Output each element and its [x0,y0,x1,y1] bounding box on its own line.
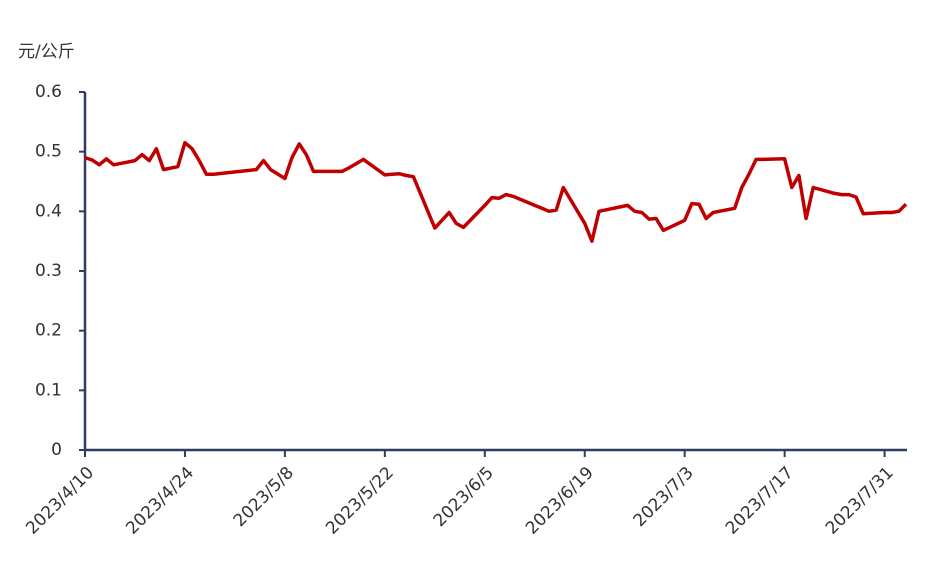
y-tick-label: 0.6 [35,82,62,102]
y-tick-label: 0 [51,440,62,460]
y-tick-label: 0.1 [35,380,62,400]
y-tick-label: 0.3 [35,261,62,281]
y-tick-label: 0.4 [35,201,62,221]
line-series [84,140,908,243]
y-axis-label: 元/公斤 [18,42,75,62]
y-tick-label: 0.2 [35,321,62,341]
y-tick-label: 0.5 [35,142,62,162]
